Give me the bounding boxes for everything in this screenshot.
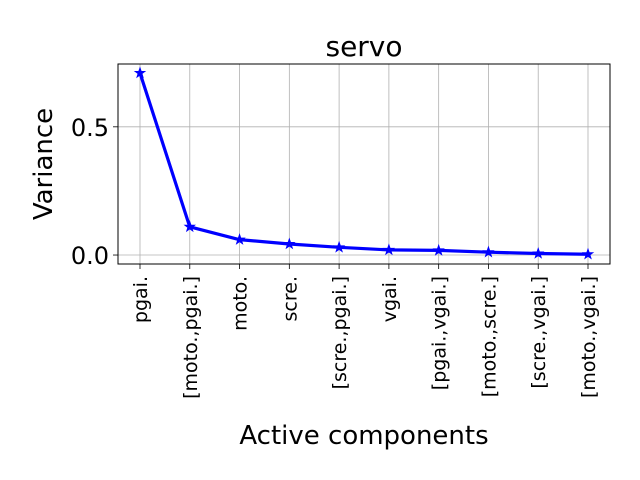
x-tick-label: [moto.,pgai.] bbox=[180, 276, 202, 399]
grid bbox=[118, 64, 610, 264]
y-tick-label: 0.5 bbox=[71, 114, 109, 142]
data-point bbox=[532, 246, 545, 259]
x-tick-label: [moto.,vgai.] bbox=[578, 276, 600, 398]
data-point bbox=[581, 247, 595, 260]
y-axis: 0.0 0.5 bbox=[71, 114, 118, 270]
x-tick-label: [scre.,pgai.] bbox=[329, 276, 351, 389]
data-point bbox=[133, 66, 147, 79]
x-axis: pgai. [moto.,pgai.] moto. scre. [scre.,pgai.… bbox=[130, 264, 600, 399]
x-tick-label: pgai. bbox=[130, 276, 152, 323]
data-point bbox=[183, 220, 196, 233]
y-axis-label: Variance bbox=[29, 108, 59, 220]
x-tick-label: [scre.,vgai.] bbox=[528, 276, 550, 389]
x-tick-label: scre. bbox=[279, 276, 301, 321]
chart-title: servo bbox=[325, 30, 402, 63]
y-tick-label: 0.0 bbox=[71, 242, 109, 270]
x-tick-label: moto. bbox=[230, 276, 252, 331]
data-point bbox=[482, 245, 495, 258]
x-tick-label: [moto.,scre.] bbox=[478, 276, 500, 397]
x-tick-label: [pgai.,vgai.] bbox=[429, 276, 451, 390]
x-tick-label: vgai. bbox=[379, 276, 401, 322]
data-point bbox=[332, 240, 346, 253]
series-group bbox=[133, 66, 595, 260]
data-point bbox=[432, 243, 445, 256]
x-axis-label: Active components bbox=[239, 421, 488, 451]
data-point bbox=[283, 237, 296, 250]
data-point bbox=[382, 243, 396, 256]
series-line bbox=[138, 71, 590, 256]
data-point bbox=[233, 233, 246, 245]
plot-frame bbox=[117, 63, 611, 265]
